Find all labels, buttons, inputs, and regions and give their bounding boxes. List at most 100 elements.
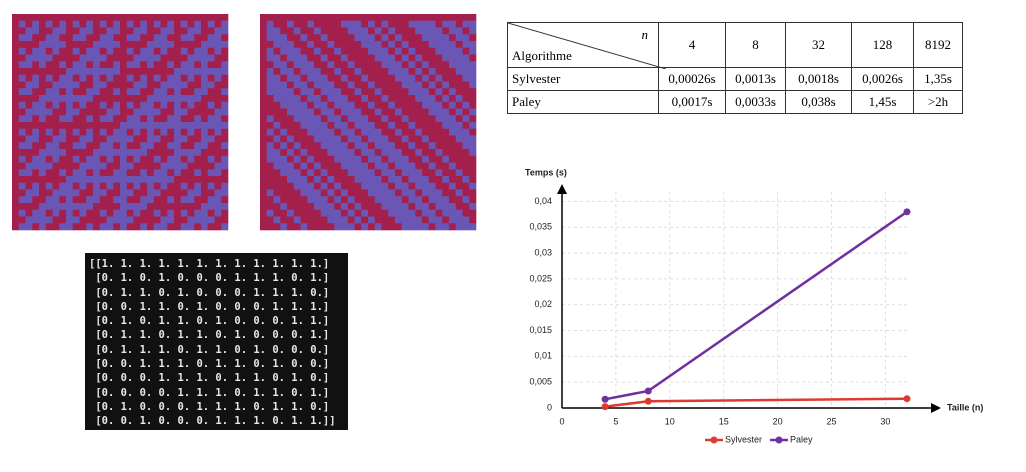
matrix-cell <box>133 169 141 177</box>
matrix-cell <box>167 68 175 76</box>
matrix-cell <box>25 203 33 211</box>
matrix-cell <box>140 115 148 123</box>
matrix-cell <box>207 216 215 224</box>
matrix-cell <box>201 169 209 177</box>
matrix-cell <box>140 27 148 35</box>
matrix-cell <box>415 189 423 197</box>
matrix-cell <box>120 216 128 224</box>
matrix-cell <box>293 34 301 42</box>
matrix-cell <box>59 189 67 197</box>
matrix-cell <box>368 27 376 35</box>
matrix-cell <box>39 81 47 89</box>
matrix-cell <box>194 14 202 22</box>
x-tick-label: 15 <box>719 416 729 426</box>
matrix-cell <box>449 169 457 177</box>
matrix-cell <box>435 95 443 103</box>
matrix-cell <box>126 128 134 136</box>
matrix-cell <box>408 169 416 177</box>
matrix-cell <box>334 162 342 170</box>
matrix-cell <box>260 196 268 204</box>
matrix-cell <box>25 135 33 143</box>
terminal: [[1. 1. 1. 1. 1. 1. 1. 1. 1. 1. 1. 1.] [… <box>85 253 348 430</box>
matrix-cell <box>287 142 295 150</box>
matrix-cell <box>120 41 128 49</box>
matrix-cell <box>287 182 295 190</box>
matrix-cell <box>160 20 168 28</box>
matrix-cell <box>428 41 436 49</box>
matrix-cell <box>449 88 457 96</box>
matrix-cell <box>201 68 209 76</box>
matrix-cell <box>435 223 443 231</box>
matrix-cell <box>293 20 301 28</box>
matrix-cell <box>354 47 362 55</box>
matrix-cell <box>415 115 423 123</box>
matrix-cell <box>32 182 40 190</box>
matrix-cell <box>381 34 389 42</box>
matrix-cell <box>32 115 40 123</box>
matrix-cell <box>415 20 423 28</box>
matrix-cell <box>39 108 47 116</box>
matrix-cell <box>388 81 396 89</box>
matrix-cell <box>388 20 396 28</box>
matrix-cell <box>381 176 389 184</box>
matrix-cell <box>180 162 188 170</box>
matrix-cell <box>174 128 182 136</box>
matrix-cell <box>320 47 328 55</box>
matrix-cell <box>320 108 328 116</box>
matrix-cell <box>334 115 342 123</box>
matrix-cell <box>99 209 107 217</box>
matrix-cell <box>368 68 376 76</box>
matrix-cell <box>18 203 26 211</box>
matrix-cell <box>320 155 328 163</box>
matrix-cell <box>66 27 74 35</box>
matrix-cell <box>334 61 342 69</box>
matrix-cell <box>280 122 288 130</box>
matrix-cell <box>32 122 40 130</box>
matrix-cell <box>113 122 121 130</box>
matrix-cell <box>388 27 396 35</box>
matrix-cell <box>180 169 188 177</box>
matrix-cell <box>25 176 33 184</box>
matrix-cell <box>201 209 209 217</box>
matrix-cell <box>287 74 295 82</box>
matrix-cell <box>395 27 403 35</box>
matrix-cell <box>361 54 369 62</box>
matrix-cell <box>401 149 409 157</box>
matrix-cell <box>187 88 195 96</box>
print-row: [0. 0. 0. 0. 1. 1. 1. 0. 1. 1. 0. 1.] <box>89 386 330 399</box>
matrix-cell <box>140 196 148 204</box>
matrix-cell <box>381 41 389 49</box>
matrix-cell <box>266 182 274 190</box>
matrix-cell <box>18 14 26 22</box>
matrix-cell <box>435 88 443 96</box>
legend-label: Sylvester <box>725 434 762 444</box>
matrix-cell <box>266 203 274 211</box>
matrix-cell <box>93 14 101 22</box>
matrix-cell <box>435 149 443 157</box>
matrix-cell <box>113 176 121 184</box>
matrix-cell <box>201 101 209 109</box>
matrix-cell <box>469 196 477 204</box>
matrix-cell <box>347 61 355 69</box>
matrix-cell <box>287 20 295 28</box>
matrix-cell <box>455 203 463 211</box>
matrix-cell <box>408 176 416 184</box>
matrix-cell <box>395 101 403 109</box>
matrix-cell <box>180 223 188 231</box>
matrix-cell <box>201 20 209 28</box>
matrix-cell <box>300 128 308 136</box>
matrix-cell <box>45 101 53 109</box>
matrix-cell <box>99 68 107 76</box>
matrix-cell <box>266 216 274 224</box>
matrix-cell <box>221 162 229 170</box>
matrix-cell <box>260 14 268 22</box>
matrix-cell <box>435 34 443 42</box>
matrix-cell <box>106 47 114 55</box>
matrix-cell <box>106 27 114 35</box>
matrix-cell <box>462 68 470 76</box>
matrix-cell <box>174 88 182 96</box>
matrix-cell <box>428 162 436 170</box>
matrix-cell <box>39 61 47 69</box>
matrix-cell <box>368 189 376 197</box>
matrix-cell <box>174 115 182 123</box>
